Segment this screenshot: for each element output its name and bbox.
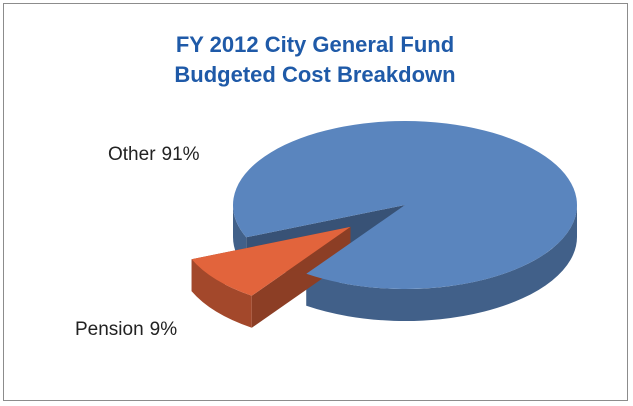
slice-side: [306, 205, 577, 321]
slice-label: Other 91%: [108, 144, 200, 165]
category-label: Other: [108, 144, 156, 165]
chart-frame: [3, 3, 628, 401]
chart-title: FY 2012 City General Fund Budgeted Cost …: [174, 32, 456, 87]
slice: [233, 121, 577, 290]
slice: [191, 226, 351, 296]
category-label: Pension: [75, 319, 144, 340]
slice-label: Pension 9%: [75, 319, 177, 340]
slice-side: [191, 259, 252, 328]
value-label: 91%: [162, 144, 200, 165]
value-label: 9%: [150, 319, 178, 340]
